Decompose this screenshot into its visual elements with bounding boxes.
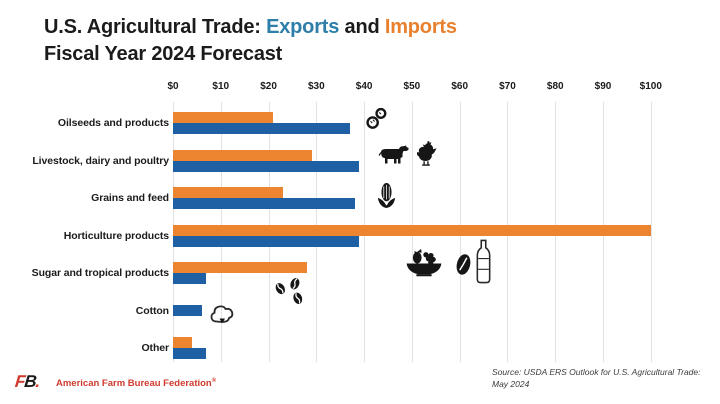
exports-bar xyxy=(173,160,360,172)
category-label: Cotton xyxy=(135,304,169,317)
category-label: Other xyxy=(141,342,169,354)
exports-bar xyxy=(173,305,202,316)
title-imports-word: Imports xyxy=(384,16,457,38)
axis-tick-label: $90 xyxy=(594,81,612,92)
axis-tick-label: $50 xyxy=(403,81,421,92)
title-line1: U.S. Agricultural Trade: Exports and Imp… xyxy=(44,14,457,41)
category-label: Grains and feed xyxy=(91,192,169,204)
cow-icon xyxy=(378,144,410,167)
title-exports-word: Exports xyxy=(266,16,340,38)
org-name: American Farm Bureau Federation® xyxy=(56,378,216,389)
axis-tick-label: $80 xyxy=(546,81,564,92)
imports-bar xyxy=(173,262,307,273)
exports-bar xyxy=(173,235,360,247)
category-label: Livestock, dairy and poultry xyxy=(32,154,169,167)
rooster-icon xyxy=(415,140,438,169)
imports-bar xyxy=(173,224,651,236)
gridline xyxy=(650,102,652,362)
source-line1: Source: USDA ERS Outlook for U.S. Agricu… xyxy=(492,367,701,377)
axis-tick-label: $0 xyxy=(167,81,179,92)
exports-bar xyxy=(173,273,207,284)
category-label: Sugar and tropical products xyxy=(31,267,169,279)
imports-bar xyxy=(173,112,274,123)
peanut-icon xyxy=(364,105,390,131)
axis-tick-label: $70 xyxy=(499,81,516,92)
fruit-basket-icon xyxy=(404,248,444,279)
logo-dot: . xyxy=(34,372,41,391)
title-and-word: and xyxy=(339,16,385,38)
exports-bar xyxy=(173,348,207,359)
axis-tick-label: $40 xyxy=(355,81,373,92)
imports-bar xyxy=(173,187,283,198)
exports-bar xyxy=(173,198,355,209)
registered-mark: ® xyxy=(211,378,217,384)
org-name-text: American Farm Bureau Federation xyxy=(56,378,212,390)
source-line2: May 2024 xyxy=(492,378,530,389)
imports-bar xyxy=(173,149,312,161)
axis-tick-label: $100 xyxy=(639,81,662,92)
category-label: Oilseeds and products xyxy=(57,117,169,129)
axis-tick-label: $10 xyxy=(212,81,230,92)
exports-bar xyxy=(173,123,350,134)
category-label: Horticulture products xyxy=(63,229,169,242)
coffee-beans-icon xyxy=(271,276,311,309)
title-prefix: U.S. Agricultural Trade: xyxy=(44,16,267,38)
cotton-icon xyxy=(209,302,235,328)
axis-tick-label: $60 xyxy=(451,81,469,92)
bottle-icon xyxy=(476,239,491,284)
afbf-logo: FB. xyxy=(14,372,41,392)
imports-bar xyxy=(173,337,193,348)
title-line2: Fiscal Year 2024 Forecast xyxy=(44,43,283,65)
corn-icon xyxy=(376,182,397,209)
axis-tick-label: $30 xyxy=(307,81,325,92)
chart-title: U.S. Agricultural Trade: Exports and Imp… xyxy=(44,14,457,68)
almond-icon xyxy=(455,250,472,277)
source-note: Source: USDA ERS Outlook for U.S. Agricu… xyxy=(492,367,702,390)
axis-tick-label: $20 xyxy=(260,81,277,92)
